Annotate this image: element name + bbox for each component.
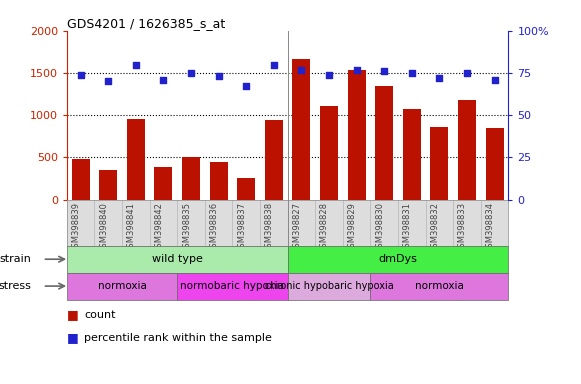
Text: wild type: wild type <box>152 254 203 264</box>
Point <box>407 70 417 76</box>
Bar <box>403 109 421 200</box>
Bar <box>67 273 177 300</box>
Text: GSM398835: GSM398835 <box>182 202 191 253</box>
Bar <box>71 159 89 200</box>
Bar <box>375 86 393 200</box>
Text: GSM398830: GSM398830 <box>375 202 384 253</box>
Text: GDS4201 / 1626385_s_at: GDS4201 / 1626385_s_at <box>67 17 225 30</box>
Bar <box>177 273 288 300</box>
Bar <box>431 127 449 200</box>
Point <box>324 71 333 78</box>
Text: GSM398834: GSM398834 <box>486 202 494 253</box>
Text: GSM398842: GSM398842 <box>155 202 163 253</box>
Bar <box>347 70 365 200</box>
Text: ■: ■ <box>67 308 78 321</box>
Bar <box>237 178 255 200</box>
Bar <box>371 273 508 300</box>
Bar <box>288 246 508 273</box>
Text: GSM398827: GSM398827 <box>292 202 302 253</box>
Point <box>103 78 113 84</box>
Point <box>435 75 444 81</box>
Text: stress: stress <box>0 281 31 291</box>
Text: GSM398837: GSM398837 <box>237 202 246 253</box>
Bar <box>155 167 173 200</box>
Text: GSM398841: GSM398841 <box>127 202 136 253</box>
Text: count: count <box>84 310 116 320</box>
Point <box>297 66 306 73</box>
Bar <box>210 162 228 200</box>
Point <box>159 77 168 83</box>
Bar <box>265 120 283 200</box>
Text: normobaric hypoxia: normobaric hypoxia <box>180 281 285 291</box>
Bar <box>127 119 145 200</box>
Text: GSM398840: GSM398840 <box>99 202 108 253</box>
Point <box>379 68 389 74</box>
Bar <box>292 60 310 200</box>
Text: GSM398839: GSM398839 <box>71 202 81 253</box>
Point <box>242 83 251 89</box>
Text: dmDys: dmDys <box>379 254 417 264</box>
Text: GSM398828: GSM398828 <box>320 202 329 253</box>
Text: GSM398832: GSM398832 <box>431 202 439 253</box>
Point <box>462 70 472 76</box>
Bar <box>458 100 476 200</box>
Text: percentile rank within the sample: percentile rank within the sample <box>84 333 272 343</box>
Point <box>269 61 278 68</box>
Text: GSM398838: GSM398838 <box>265 202 274 253</box>
Text: strain: strain <box>0 254 31 264</box>
Point <box>352 66 361 73</box>
Text: GSM398829: GSM398829 <box>347 202 357 253</box>
Point <box>131 61 141 68</box>
Point <box>76 71 85 78</box>
Bar <box>182 157 200 200</box>
Point <box>214 73 223 79</box>
Point <box>490 77 499 83</box>
Bar <box>288 273 371 300</box>
Text: chronic hypobaric hypoxia: chronic hypobaric hypoxia <box>264 281 393 291</box>
Bar <box>99 170 117 200</box>
Point <box>187 70 196 76</box>
Text: normoxia: normoxia <box>98 281 146 291</box>
Text: ■: ■ <box>67 331 78 344</box>
Bar <box>67 246 288 273</box>
Text: GSM398833: GSM398833 <box>458 202 467 253</box>
Text: normoxia: normoxia <box>415 281 464 291</box>
Text: GSM398831: GSM398831 <box>403 202 412 253</box>
Bar <box>486 128 504 200</box>
Bar <box>320 106 338 200</box>
Text: GSM398836: GSM398836 <box>210 202 218 253</box>
